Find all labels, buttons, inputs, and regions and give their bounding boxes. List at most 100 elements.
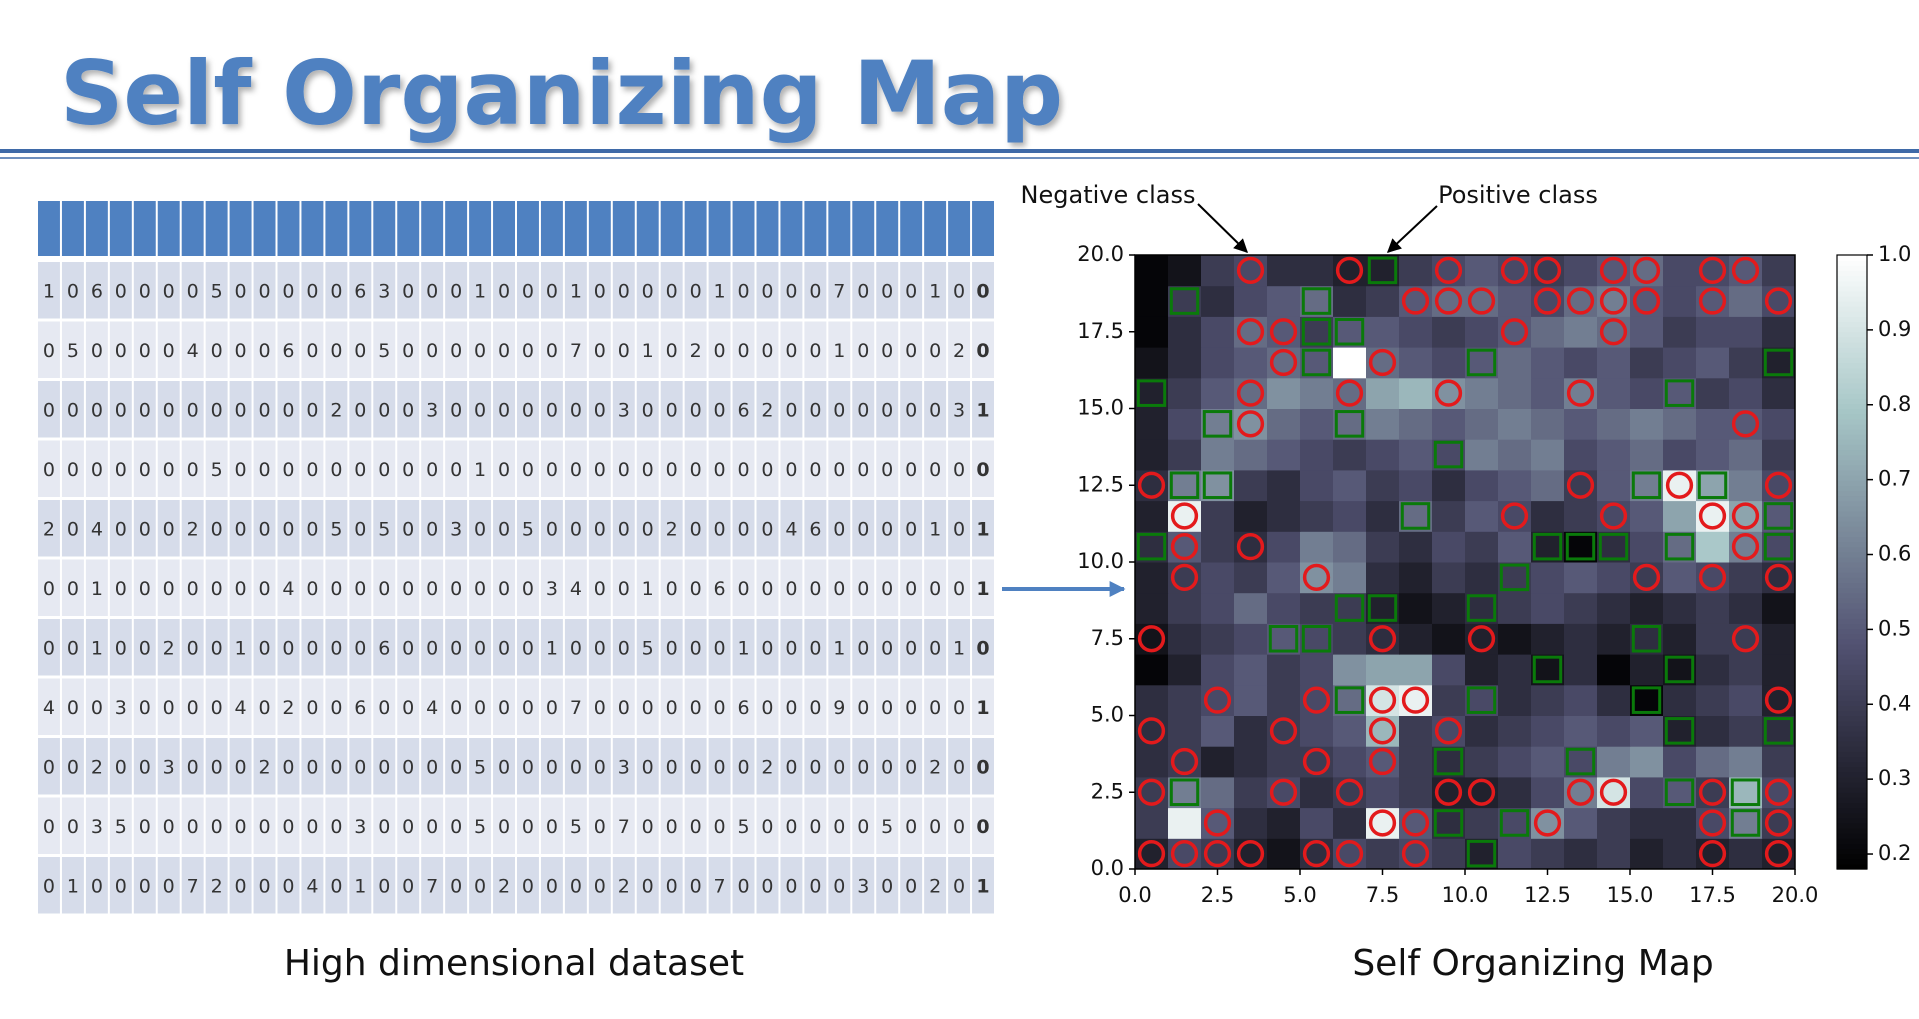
feature-value: 0 — [737, 459, 749, 481]
table-cell — [85, 678, 108, 735]
feature-value: 0 — [714, 459, 726, 481]
feature-value: 2 — [690, 340, 702, 362]
feature-value: 0 — [594, 756, 606, 778]
table-cell — [612, 321, 635, 378]
heatmap-cell — [1300, 255, 1334, 287]
table-cell — [948, 738, 971, 795]
feature-value: 0 — [354, 459, 366, 481]
heatmap-cell — [1333, 316, 1367, 348]
colorbar-strip — [1837, 306, 1867, 312]
table-cell — [133, 381, 156, 438]
feature-value: 0 — [67, 756, 79, 778]
feature-value: 0 — [91, 459, 103, 481]
table-cell — [85, 559, 108, 616]
feature-value: 0 — [546, 399, 558, 421]
feature-value: 0 — [642, 697, 654, 719]
table-cell — [229, 559, 252, 616]
feature-value: 0 — [306, 459, 318, 481]
heatmap-cell — [1729, 838, 1763, 870]
feature-value: 0 — [139, 459, 151, 481]
feature-value: 0 — [809, 756, 821, 778]
table-cell — [301, 262, 324, 319]
table-cell — [373, 619, 396, 676]
table-cell — [373, 857, 396, 914]
heatmap-cell — [1135, 531, 1169, 563]
marker-circle — [1731, 410, 1760, 438]
feature-value: 0 — [354, 578, 366, 600]
feature-value: 0 — [306, 697, 318, 719]
feature-value: 0 — [714, 399, 726, 421]
feature-value: 0 — [282, 816, 294, 838]
marker-circle — [1698, 778, 1727, 806]
feature-value: 0 — [474, 637, 486, 659]
marker-circle — [1401, 287, 1430, 315]
header-cell — [876, 201, 899, 256]
heatmap-cell — [1168, 807, 1202, 839]
table-cell — [612, 797, 635, 854]
marker-square — [1334, 317, 1365, 346]
colorbar-strip — [1837, 689, 1867, 696]
feature-value: 0 — [258, 816, 270, 838]
marker-square — [1301, 348, 1332, 377]
feature-value: 6 — [282, 340, 294, 362]
table-cell — [564, 500, 587, 557]
header-cell — [517, 201, 539, 256]
colorbar-strip — [1837, 771, 1867, 778]
feature-value: 5 — [330, 518, 342, 540]
colorbar-strip — [1837, 434, 1867, 440]
colorbar-strip — [1837, 664, 1867, 671]
table-cell — [708, 321, 731, 378]
heatmap-cell — [1432, 562, 1466, 594]
heatmap-cell — [1465, 255, 1499, 287]
marker-square — [1334, 594, 1365, 622]
colorbar-strip — [1837, 602, 1867, 609]
colorbar-strip — [1837, 695, 1867, 701]
colorbar-tick-label: 0.8 — [1878, 392, 1911, 416]
feature-value: 0 — [905, 756, 917, 778]
feature-value: 0 — [857, 756, 869, 778]
feature-value: 0 — [163, 697, 175, 719]
marker-circle — [1170, 563, 1199, 591]
table-cell — [517, 738, 539, 795]
feature-value: 0 — [570, 875, 582, 897]
feature-value: 0 — [618, 518, 630, 540]
feature-value: 0 — [690, 578, 702, 600]
table-cell — [588, 321, 611, 378]
heatmap-cell — [1432, 408, 1466, 440]
feature-value: 0 — [474, 697, 486, 719]
heatmap-cell — [1201, 285, 1235, 317]
marker-circle — [1269, 318, 1298, 346]
table-cell — [277, 321, 300, 378]
feature-value: 0 — [761, 459, 773, 481]
table-cell — [325, 381, 348, 438]
table-cell — [852, 559, 875, 616]
heatmap-cell — [1663, 500, 1697, 532]
feature-value: 0 — [282, 637, 294, 659]
heatmap-cell — [1465, 592, 1499, 624]
feature-value: 0 — [43, 637, 55, 659]
colorbar-strip — [1837, 480, 1867, 486]
table-cell — [181, 500, 204, 557]
feature-value: 0 — [881, 340, 893, 362]
table-cell — [445, 559, 468, 616]
feature-value: 0 — [282, 875, 294, 897]
heatmap-cell — [1531, 347, 1565, 379]
heatmap-cell — [1399, 347, 1433, 379]
table-cell — [253, 440, 276, 497]
feature-value: 0 — [163, 578, 175, 600]
table-cell — [109, 857, 132, 914]
table-cell — [517, 381, 539, 438]
feature-value: 0 — [498, 280, 510, 302]
marker-circle — [1434, 256, 1463, 284]
feature-value: 5 — [881, 816, 893, 838]
marker-circle — [1632, 287, 1661, 315]
x-tick-label: 20.0 — [1772, 883, 1819, 907]
feature-value: 0 — [761, 518, 773, 540]
table-cell — [876, 797, 899, 854]
feature-value: 0 — [881, 459, 893, 481]
x-tick-label: 7.5 — [1366, 883, 1399, 907]
marker-circle — [1203, 809, 1232, 837]
table-cell — [900, 738, 923, 795]
table-cell — [756, 738, 779, 795]
